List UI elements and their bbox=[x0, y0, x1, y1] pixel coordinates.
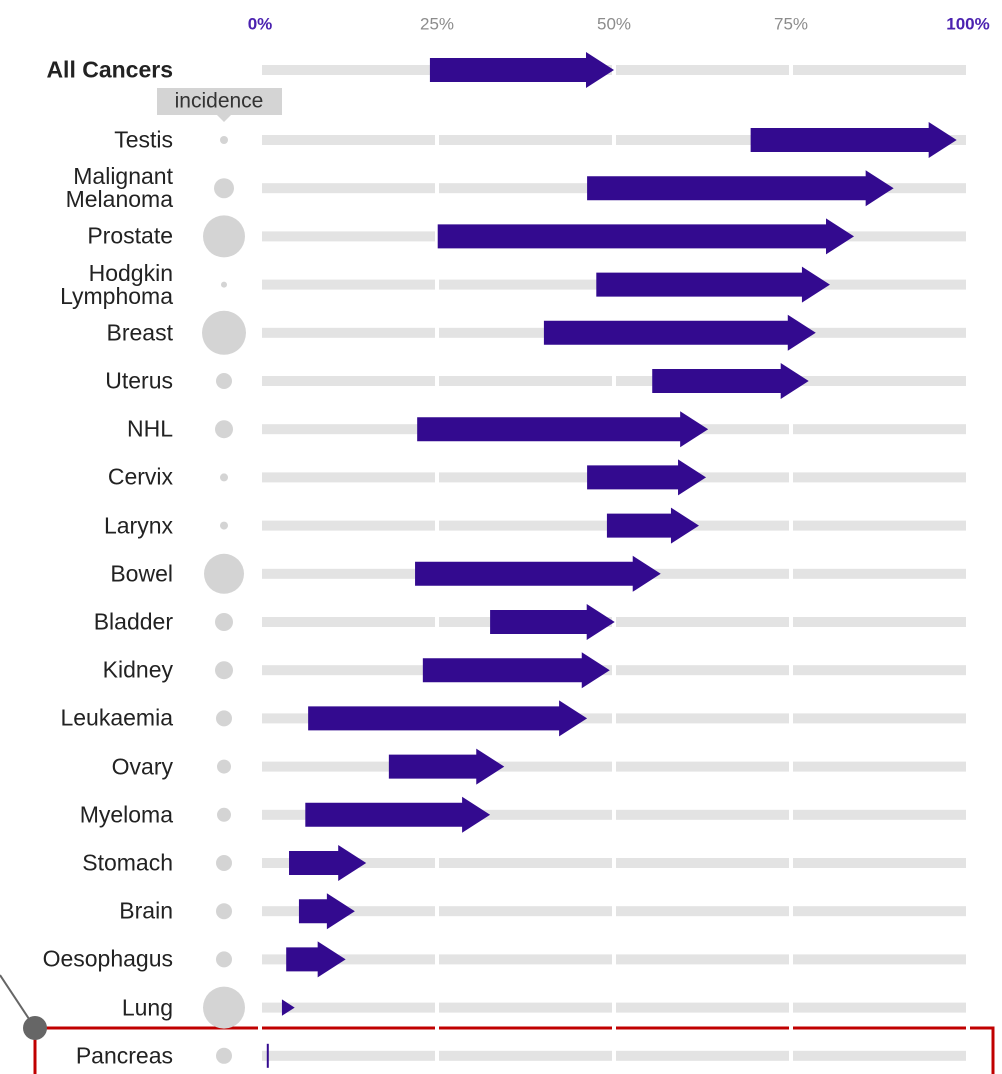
category-label: Ovary bbox=[111, 753, 173, 780]
arrow bbox=[266, 1043, 269, 1068]
category-label: Prostate bbox=[87, 222, 173, 249]
arrow bbox=[281, 999, 295, 1016]
arrow bbox=[286, 941, 346, 978]
category-label: Kidney bbox=[102, 656, 173, 683]
incidence-dot bbox=[216, 1047, 232, 1064]
arrow bbox=[305, 796, 491, 833]
pointer-dot bbox=[23, 1016, 47, 1040]
category-label: Oesophagus bbox=[42, 945, 173, 972]
x-tick-label: 100% bbox=[946, 14, 989, 33]
incidence-dot bbox=[215, 613, 233, 631]
arrow bbox=[415, 555, 661, 592]
arrow bbox=[308, 700, 588, 737]
arrow bbox=[543, 314, 816, 351]
category-label: Myeloma bbox=[79, 801, 173, 828]
category-label: NHL bbox=[126, 415, 173, 442]
arrow bbox=[437, 218, 855, 255]
arrow bbox=[587, 459, 707, 496]
category-label: Larynx bbox=[103, 512, 173, 539]
highlight-box bbox=[33, 1026, 995, 1074]
category-label: Pancreas bbox=[75, 1042, 173, 1069]
category-label: Stomach bbox=[82, 849, 173, 876]
arrow bbox=[388, 748, 505, 785]
arrow bbox=[417, 411, 709, 448]
incidence-dot bbox=[217, 807, 231, 822]
arrow bbox=[289, 845, 367, 881]
arrow bbox=[596, 266, 830, 303]
arrow bbox=[298, 893, 355, 930]
incidence-tooltip: incidence bbox=[157, 88, 282, 122]
arrow bbox=[652, 363, 809, 399]
x-tick-label: 25% bbox=[420, 14, 454, 33]
arrow bbox=[606, 507, 699, 544]
category-label: Hodgkin Lymphoma bbox=[60, 259, 173, 309]
annotation: incidence bbox=[175, 90, 264, 113]
x-tick-label: 75% bbox=[774, 14, 808, 33]
marks bbox=[202, 52, 957, 1068]
incidence-dot bbox=[203, 215, 245, 258]
category-label: All Cancers bbox=[46, 56, 173, 83]
category-label: Lung bbox=[121, 994, 173, 1021]
category-label: Cervix bbox=[107, 463, 173, 490]
incidence-dot bbox=[215, 420, 233, 439]
incidence-dot bbox=[216, 373, 232, 389]
arrow bbox=[429, 52, 614, 88]
incidence-dot bbox=[216, 710, 232, 727]
incidence-dot bbox=[204, 553, 244, 594]
incidence-dot bbox=[220, 136, 228, 144]
category-label: Bowel bbox=[110, 560, 173, 587]
incidence-dot bbox=[216, 951, 232, 968]
incidence-dot bbox=[220, 473, 228, 482]
category-label: Brain bbox=[119, 897, 173, 924]
category-label: Malignant Melanoma bbox=[65, 163, 173, 213]
category-label: Uterus bbox=[105, 367, 173, 394]
category-label: Bladder bbox=[93, 608, 173, 635]
incidence-dot bbox=[202, 310, 246, 355]
x-tick-label: 50% bbox=[597, 14, 631, 33]
incidence-dot bbox=[203, 986, 245, 1029]
incidence-dot bbox=[221, 281, 227, 288]
tooltip-pointer bbox=[217, 115, 231, 122]
arrow bbox=[750, 122, 957, 158]
tooltip-box bbox=[157, 88, 282, 115]
category-label: Leukaemia bbox=[60, 704, 173, 731]
arrow bbox=[490, 604, 615, 640]
incidence-dot bbox=[220, 521, 228, 530]
incidence-dot bbox=[215, 661, 233, 680]
incidence-dot bbox=[216, 903, 232, 920]
incidence-dot bbox=[216, 855, 232, 871]
incidence-dot bbox=[214, 178, 234, 199]
category-label: Testis bbox=[114, 126, 173, 153]
x-tick-label: 0% bbox=[248, 14, 273, 33]
incidence-dot bbox=[217, 759, 231, 774]
category-label: Breast bbox=[106, 319, 173, 346]
arrow bbox=[587, 170, 894, 207]
arrow bbox=[422, 652, 610, 689]
